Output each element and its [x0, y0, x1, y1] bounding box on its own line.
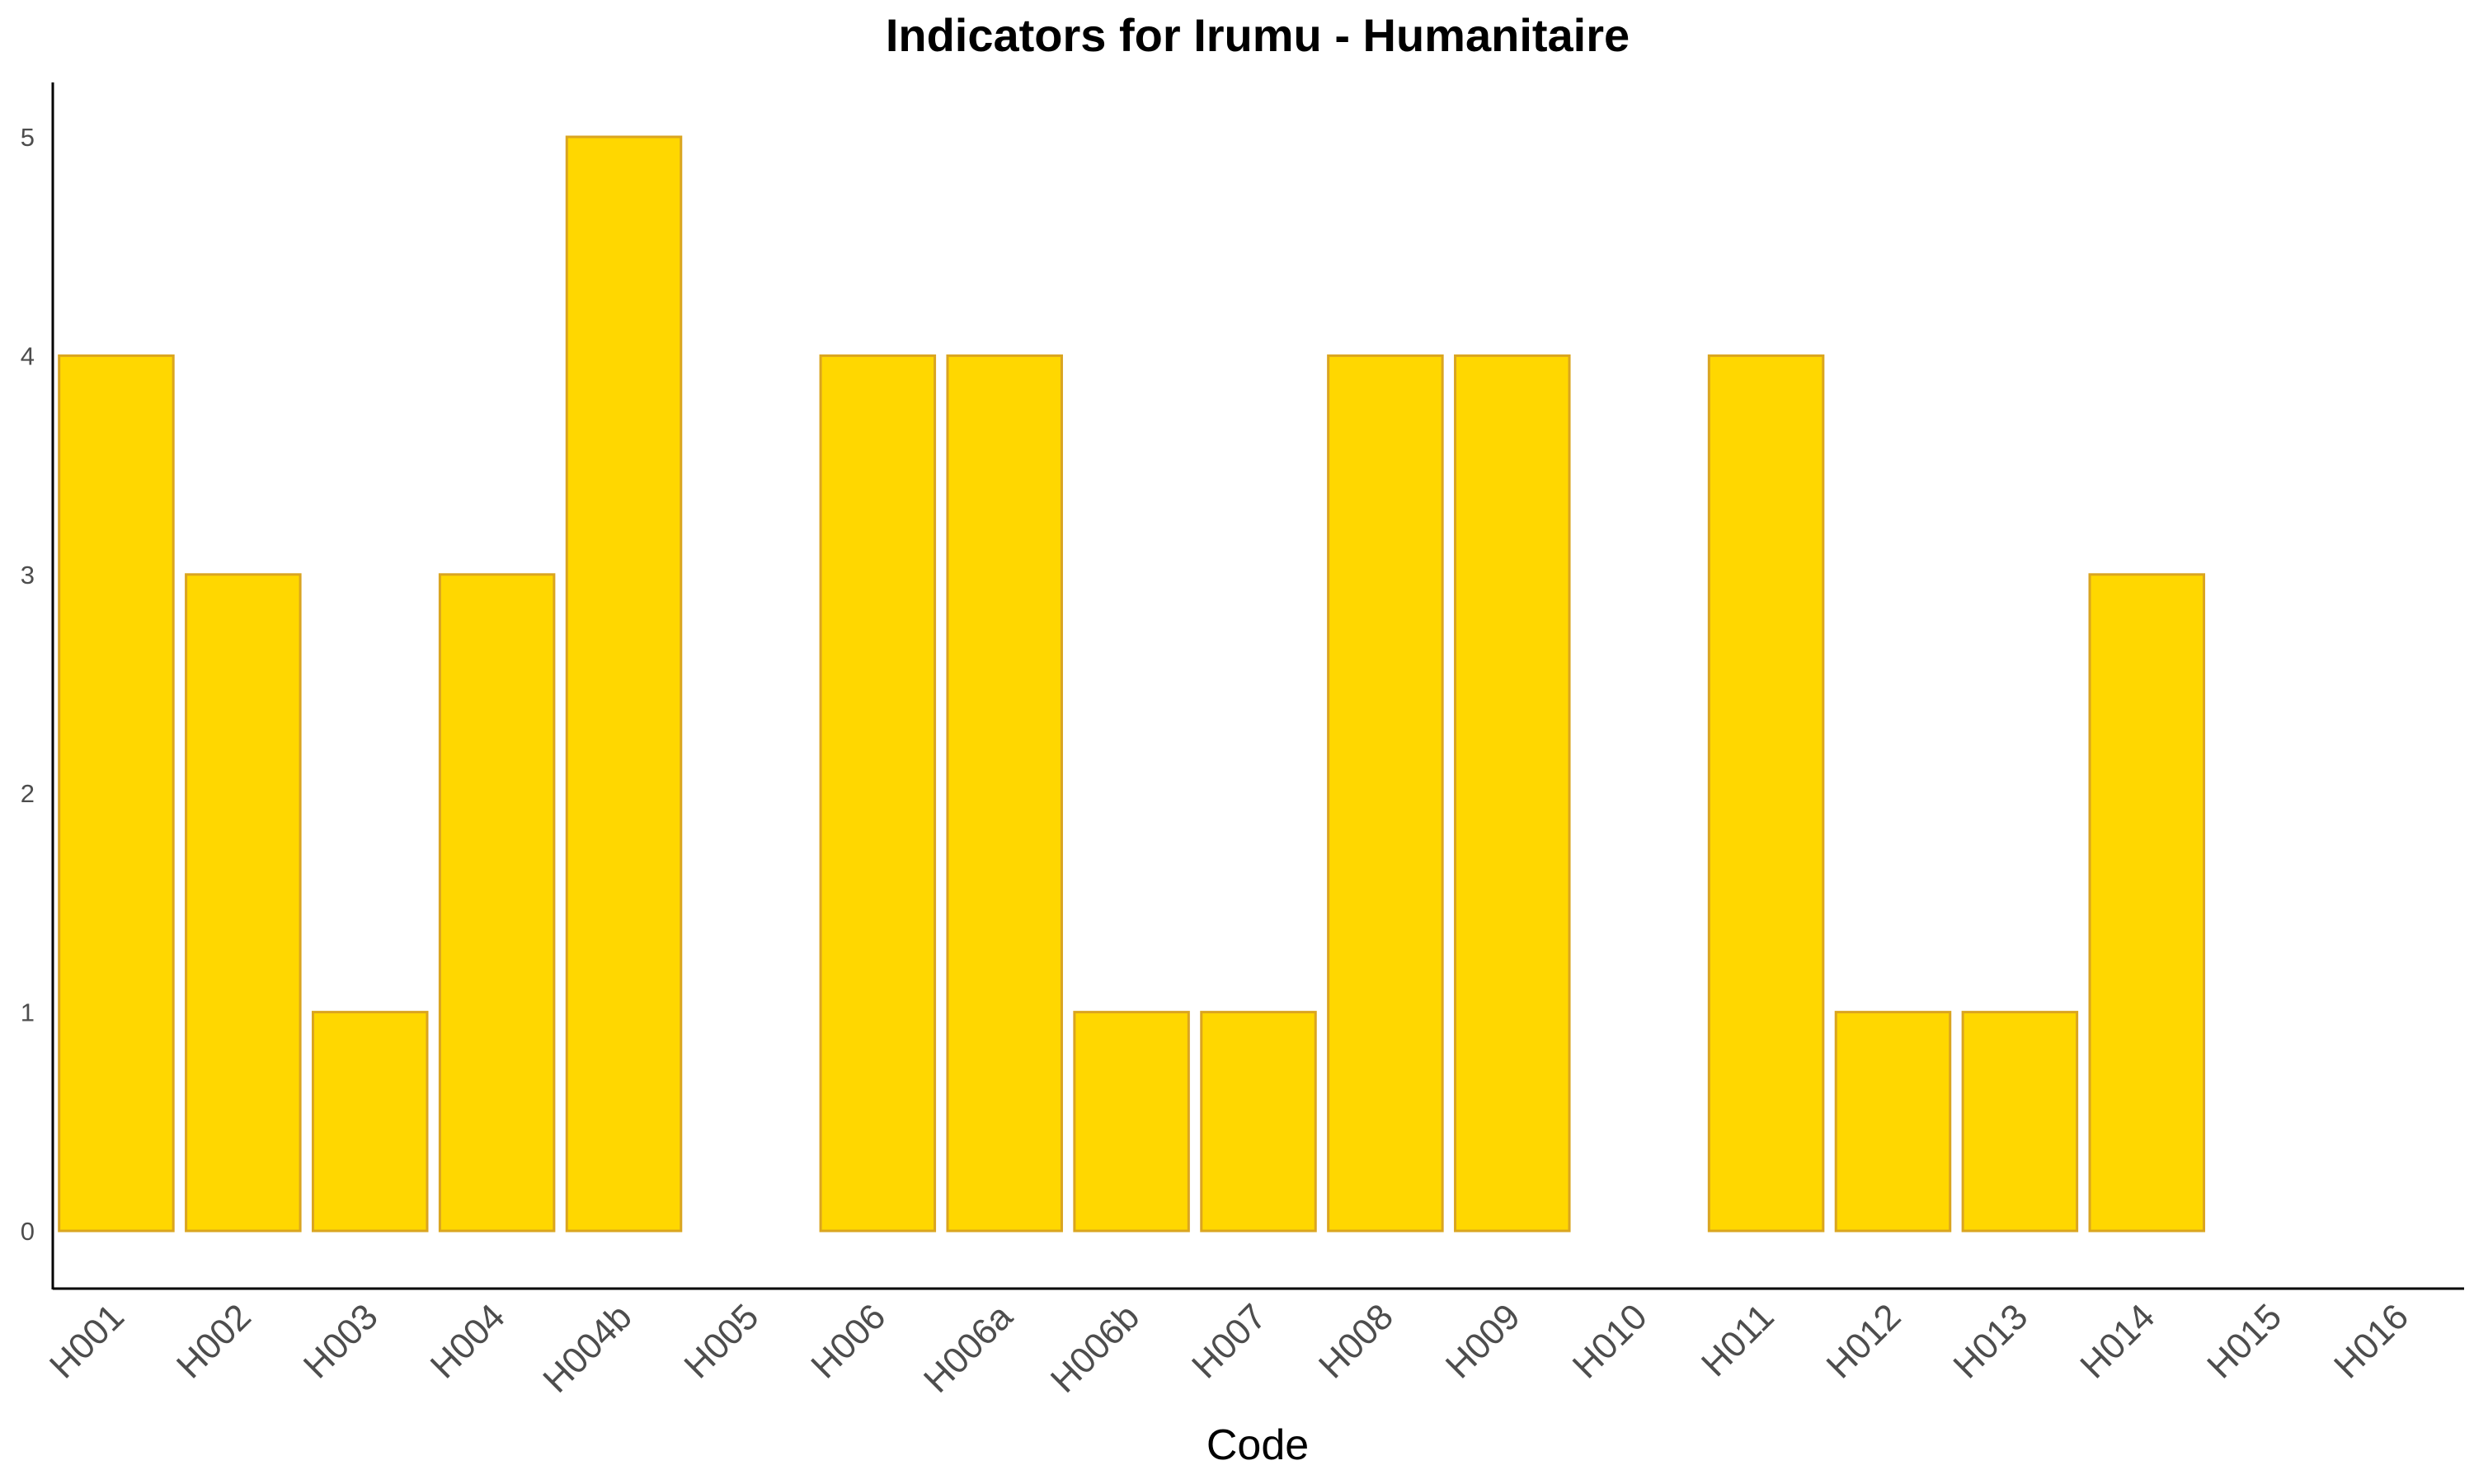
bar-h003	[311, 1011, 429, 1233]
y-tick-label: 5	[21, 123, 35, 152]
x-tick-label: H002	[169, 1296, 259, 1386]
bars	[58, 135, 2206, 1233]
y-tick-label: 0	[21, 1217, 35, 1246]
x-tick-label: H005	[676, 1296, 766, 1386]
x-tick-labels: H001 H002 H003 H004 H004b H005 H006 H006a H006b H…	[42, 1296, 2416, 1401]
y-tick-label: 2	[21, 779, 35, 808]
x-tick-label: H004	[423, 1296, 513, 1386]
bar-h011	[1707, 354, 1825, 1233]
bar-h007	[1200, 1011, 1317, 1233]
y-tick-label: 4	[21, 341, 35, 370]
bar-h006a	[946, 354, 1063, 1233]
x-axis-label: Code	[1206, 1421, 1309, 1469]
bar-h002	[185, 573, 302, 1233]
y-tick-label: 1	[21, 998, 35, 1027]
bar-h013	[1961, 1011, 2079, 1233]
x-tick-label: H009	[1438, 1296, 1528, 1386]
chart-title: Indicators for Irumu - Humanitaire	[886, 9, 1630, 61]
x-tick-label: H008	[1311, 1296, 1401, 1386]
bar-h004b	[565, 135, 683, 1233]
x-tick-label: H012	[1819, 1296, 1909, 1386]
x-tick-label: H006b	[1043, 1296, 1147, 1400]
bar-h014	[2088, 573, 2206, 1233]
bar-h012	[1834, 1011, 1952, 1233]
x-tick-label: H007	[1184, 1296, 1274, 1386]
bar-h004	[438, 573, 556, 1233]
x-tick-label: H006	[803, 1296, 893, 1386]
bar-h009	[1454, 354, 1571, 1233]
x-tick-label: H013	[1945, 1296, 2035, 1386]
bar-h001	[58, 354, 175, 1233]
x-tick-label: H015	[2199, 1296, 2289, 1386]
x-tick-label: H010	[1565, 1296, 1655, 1386]
bar-h006	[819, 354, 937, 1233]
y-tick-label: 3	[21, 561, 35, 589]
x-tick-label: H014	[2072, 1296, 2162, 1386]
bar-h008	[1327, 354, 1444, 1233]
x-tick-label: H016	[2326, 1296, 2416, 1386]
x-tick-label: H003	[296, 1296, 386, 1386]
x-tick-label: H004b	[535, 1296, 639, 1400]
y-tick-labels: 0 1 2 3 4 5	[21, 123, 35, 1246]
x-tick-label: H001	[42, 1296, 132, 1386]
x-tick-label: H011	[1694, 1296, 1782, 1384]
x-tick-label: H006a	[916, 1296, 1021, 1401]
bar-h006b	[1073, 1011, 1190, 1233]
